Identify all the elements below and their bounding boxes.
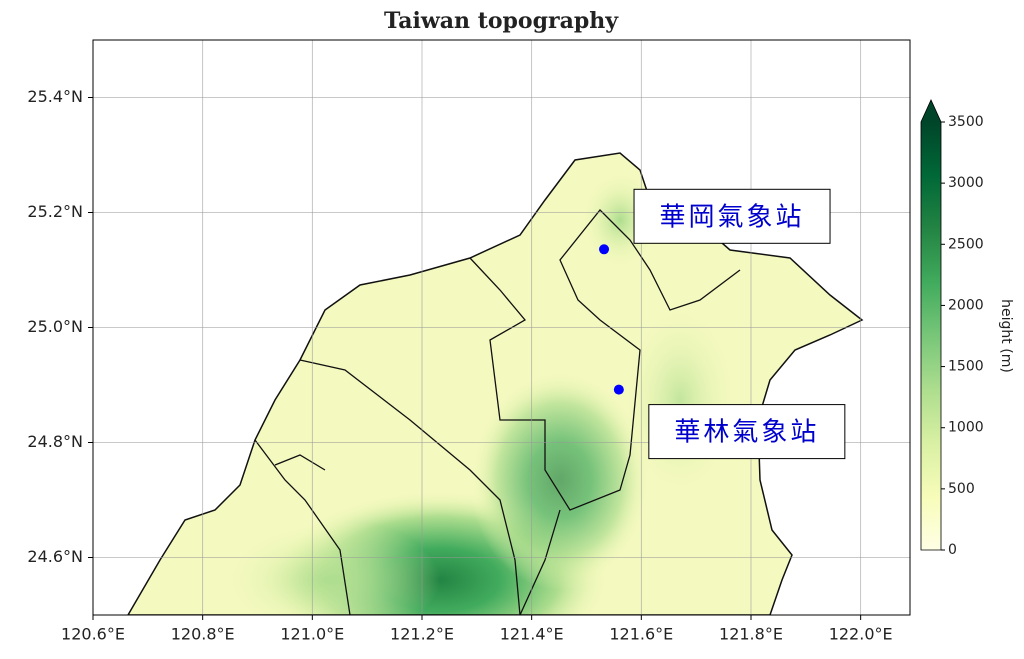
x-tick-label: 121.6°E	[609, 625, 673, 644]
y-tick-label: 24.6°N	[27, 547, 83, 566]
colorbar-frame	[920, 99, 942, 551]
station-marker	[599, 244, 610, 255]
y-tick-label: 24.8°N	[27, 432, 83, 451]
colorbar-body	[921, 122, 941, 550]
station-marker	[613, 384, 624, 395]
x-tick-label: 121.8°E	[719, 625, 783, 644]
colorbar-tick-label: 1500	[948, 359, 984, 375]
colorbar-tick-label: 0	[948, 542, 957, 558]
colorbar-extend	[921, 100, 941, 122]
x-tick-label: 120.6°E	[61, 625, 125, 644]
station-label-box	[633, 188, 831, 244]
y-tick-label: 25.4°N	[27, 87, 83, 106]
colorbar-tick-label: 3000	[948, 175, 984, 191]
plot-frame	[92, 39, 911, 616]
colorbar-tick-label: 2500	[948, 236, 984, 252]
station-label: 華林氣象站	[674, 418, 819, 448]
colorbar-tick-label: 3500	[948, 114, 984, 130]
x-tick-label: 120.8°E	[171, 625, 235, 644]
x-tick-label: 121.2°E	[390, 625, 454, 644]
colorbar-tick-label: 500	[948, 481, 975, 497]
chart-title: Taiwan topography	[384, 8, 619, 34]
station-label: 華岡氣象站	[660, 202, 805, 232]
colorbar-label: height (m)	[998, 299, 1014, 373]
x-tick-label: 121.0°E	[280, 625, 344, 644]
y-tick-label: 25.0°N	[27, 317, 83, 336]
x-tick-label: 121.4°E	[500, 625, 564, 644]
colorbar-tick-label: 1000	[948, 420, 984, 436]
colorbar-tick-label: 2000	[948, 297, 984, 313]
colorbar: 0 500 1000 1500 2000 2500 3000 3500 height (m)	[920, 99, 1014, 558]
x-tick-label: 122.0°E	[829, 625, 893, 644]
y-tick-label: 25.2°N	[27, 202, 83, 221]
station-label-box	[648, 404, 846, 460]
